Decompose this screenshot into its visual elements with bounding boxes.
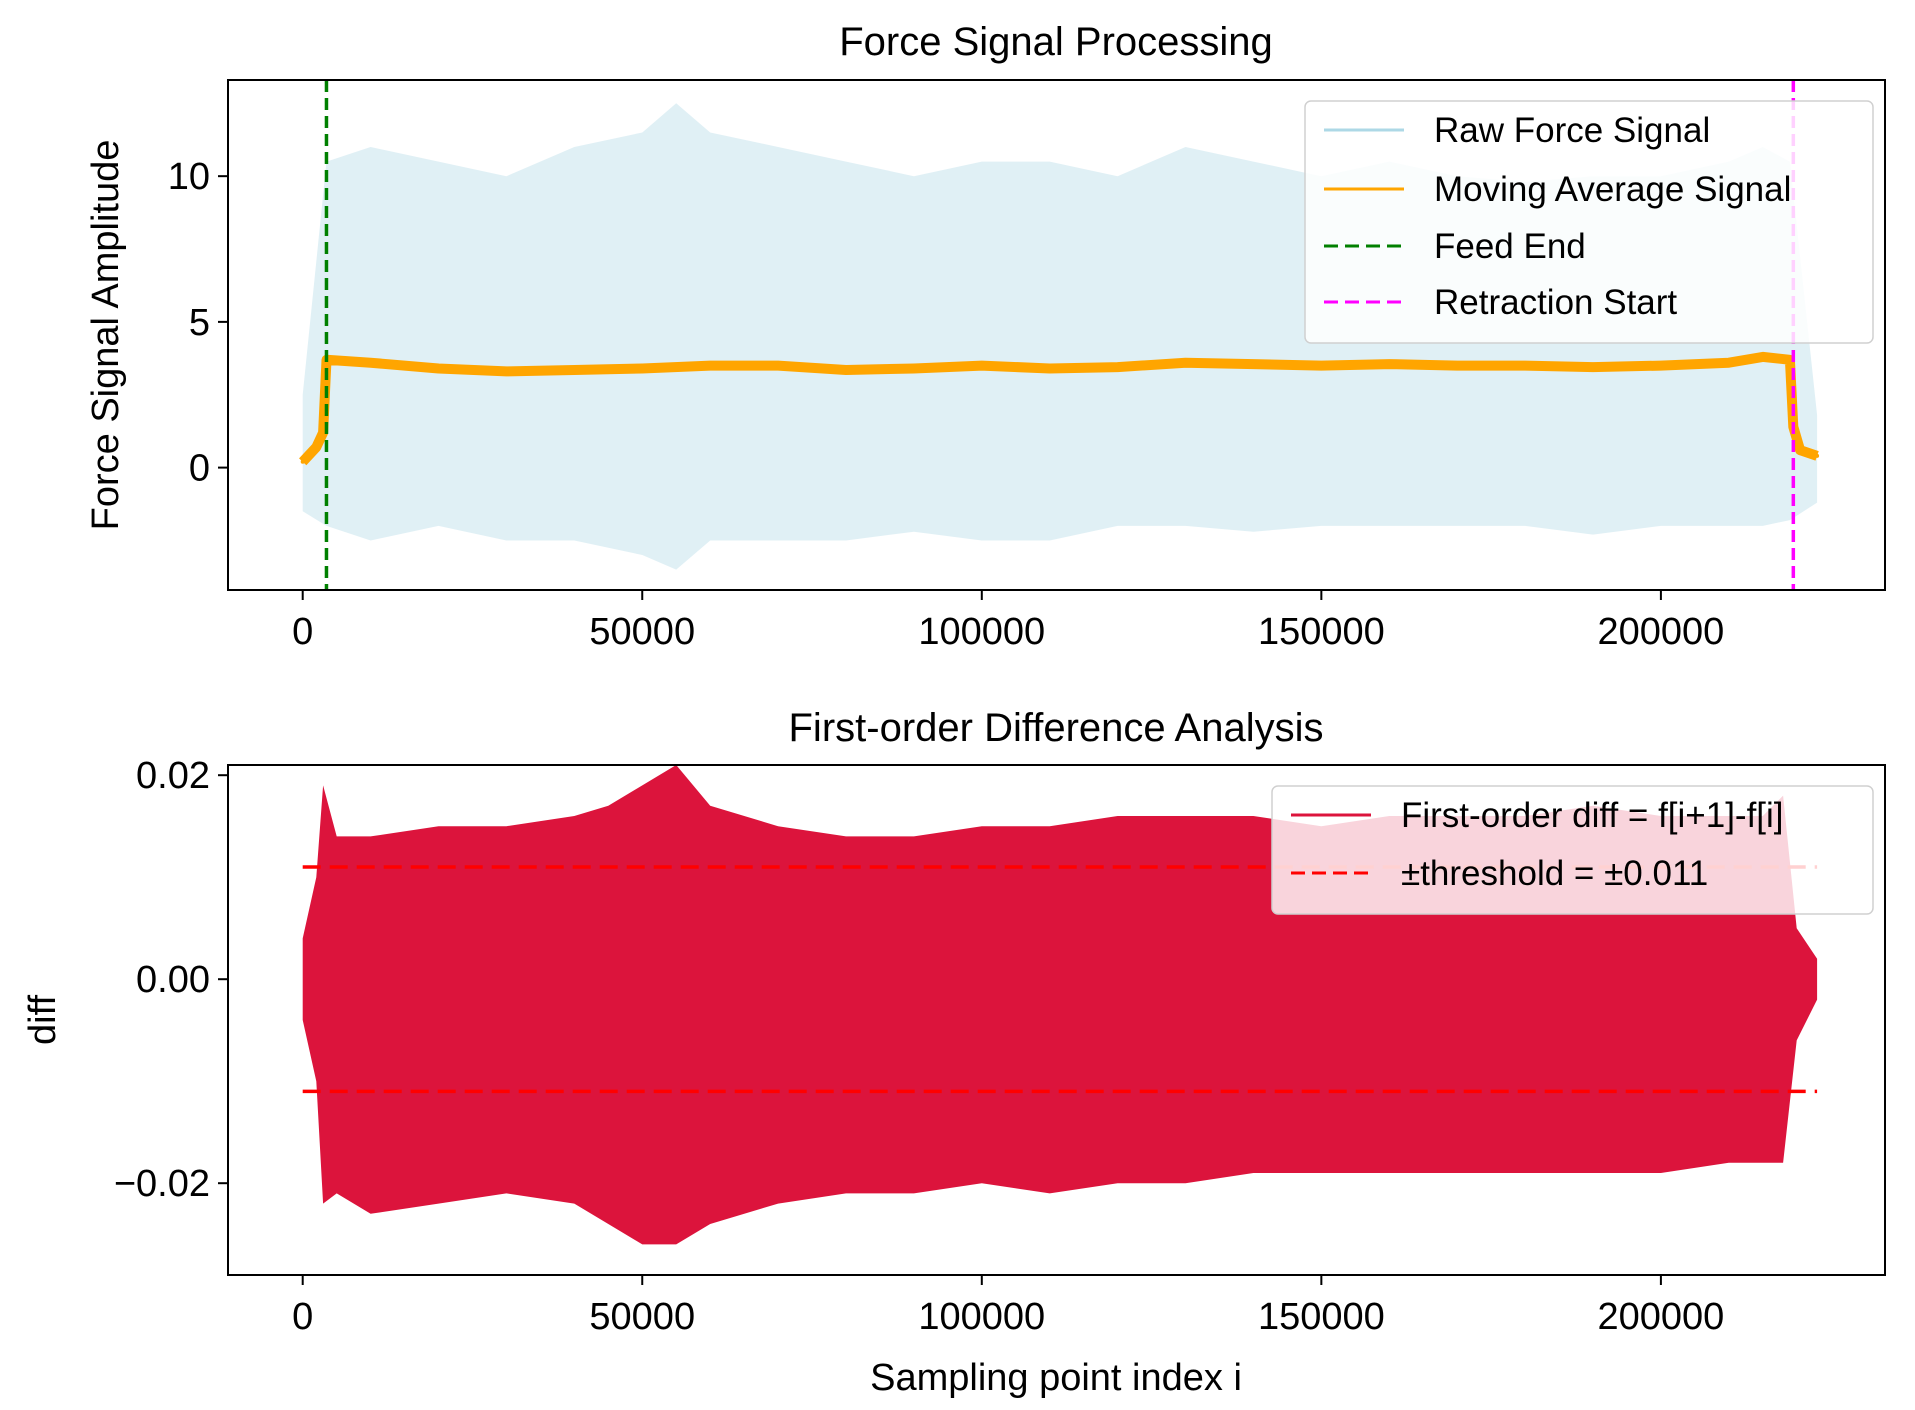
line-moving-average-signal	[299, 351, 1819, 466]
force-axis-ticks: 0 50000 100000 150000 200000 0 5 10	[168, 156, 1725, 653]
x-axis-label: Sampling point index i	[870, 1357, 1242, 1399]
point-moving-average-signal-7	[572, 368, 577, 372]
point-moving-average-signal-0	[300, 459, 305, 464]
y-tick-label-1: 5	[189, 302, 210, 344]
point-moving-average-signal-8	[640, 366, 645, 371]
force-chart-title: Force Signal Processing	[839, 20, 1273, 64]
point-moving-average-signal-9	[708, 363, 713, 368]
difference-chart-title: First-order Difference Analysis	[789, 706, 1324, 750]
point-moving-average-signal-1	[314, 445, 319, 450]
legend-label-moving-average: Moving Average Signal	[1434, 170, 1791, 209]
force-y-axis-label: Force Signal Amplitude	[85, 140, 127, 531]
legend-label-threshold: ±threshold = ±0.011	[1401, 854, 1708, 893]
point-moving-average-signal-15	[1115, 365, 1120, 370]
x-tick-label-3: 150000	[1258, 611, 1385, 653]
point-moving-average-signal-22	[1591, 365, 1595, 370]
point-moving-average-signal-18	[1319, 363, 1324, 368]
point-moving-average-signal-19	[1387, 362, 1392, 367]
point-moving-average-signal-10	[776, 363, 781, 368]
y-tick-label-0: 0.02	[136, 755, 210, 797]
legend-label-raw-force: Raw Force Signal	[1434, 111, 1710, 150]
point-moving-average-signal-13	[979, 363, 984, 368]
legend-label-feed-end: Feed End	[1434, 227, 1586, 266]
x-tick-label-2: 100000	[918, 611, 1045, 653]
x-tick-label-2: 100000	[918, 1296, 1045, 1338]
point-moving-average-signal-29	[1815, 453, 1820, 458]
point-moving-average-signal-16	[1183, 360, 1188, 365]
y-tick-label-2: 10	[168, 156, 210, 198]
x-tick-label-1: 50000	[589, 611, 695, 653]
legend-label-first-order-diff: First-order diff = f[i+1]-f[i]	[1401, 796, 1784, 835]
point-moving-average-signal-11	[844, 368, 848, 372]
x-tick-label-3: 150000	[1258, 1296, 1385, 1338]
point-moving-average-signal-12	[911, 366, 916, 371]
point-moving-average-signal-26	[1787, 357, 1792, 362]
point-moving-average-signal-23	[1658, 363, 1663, 368]
point-moving-average-signal-21	[1523, 363, 1528, 368]
point-moving-average-signal-20	[1455, 363, 1460, 368]
x-tick-label-4: 200000	[1597, 611, 1724, 653]
point-moving-average-signal-25	[1760, 354, 1765, 359]
difference-y-axis-label: diff	[22, 995, 64, 1045]
legend-label-retraction-start: Retraction Start	[1434, 283, 1677, 322]
force-signal-panel: Force Signal Processing 0 50000 100000 1500…	[85, 20, 1886, 653]
point-moving-average-signal-2	[321, 430, 326, 435]
point-moving-average-signal-24	[1726, 360, 1731, 365]
x-tick-label-4: 200000	[1597, 1296, 1724, 1338]
point-moving-average-signal-5	[436, 366, 441, 371]
point-moving-average-signal-6	[504, 369, 509, 374]
x-tick-label-0: 0	[292, 1296, 313, 1338]
point-moving-average-signal-14	[1047, 366, 1052, 371]
point-moving-average-signal-28	[1798, 448, 1803, 453]
x-tick-label-1: 50000	[589, 1296, 695, 1338]
difference-axes-frame	[227, 764, 1886, 1276]
difference-axis-ticks: 0 50000 100000 150000 200000 0.02 0.00 −0.02	[114, 755, 1724, 1338]
y-tick-label-1: 0.00	[136, 959, 210, 1001]
x-tick-label-0: 0	[292, 611, 313, 653]
difference-panel: First-order Difference Analysis 0 50000 10…	[22, 706, 1886, 1399]
difference-legend: First-order diff = f[i+1]-f[i] ±threshol…	[1271, 785, 1874, 915]
point-moving-average-signal-17	[1251, 362, 1256, 367]
y-tick-label-0: 0	[189, 448, 210, 490]
y-tick-label-2: −0.02	[114, 1163, 210, 1205]
point-moving-average-signal-4	[368, 360, 373, 365]
force-legend: Raw Force Signal Moving Average Signal F…	[1304, 100, 1874, 344]
force-axes-frame	[227, 79, 1886, 591]
